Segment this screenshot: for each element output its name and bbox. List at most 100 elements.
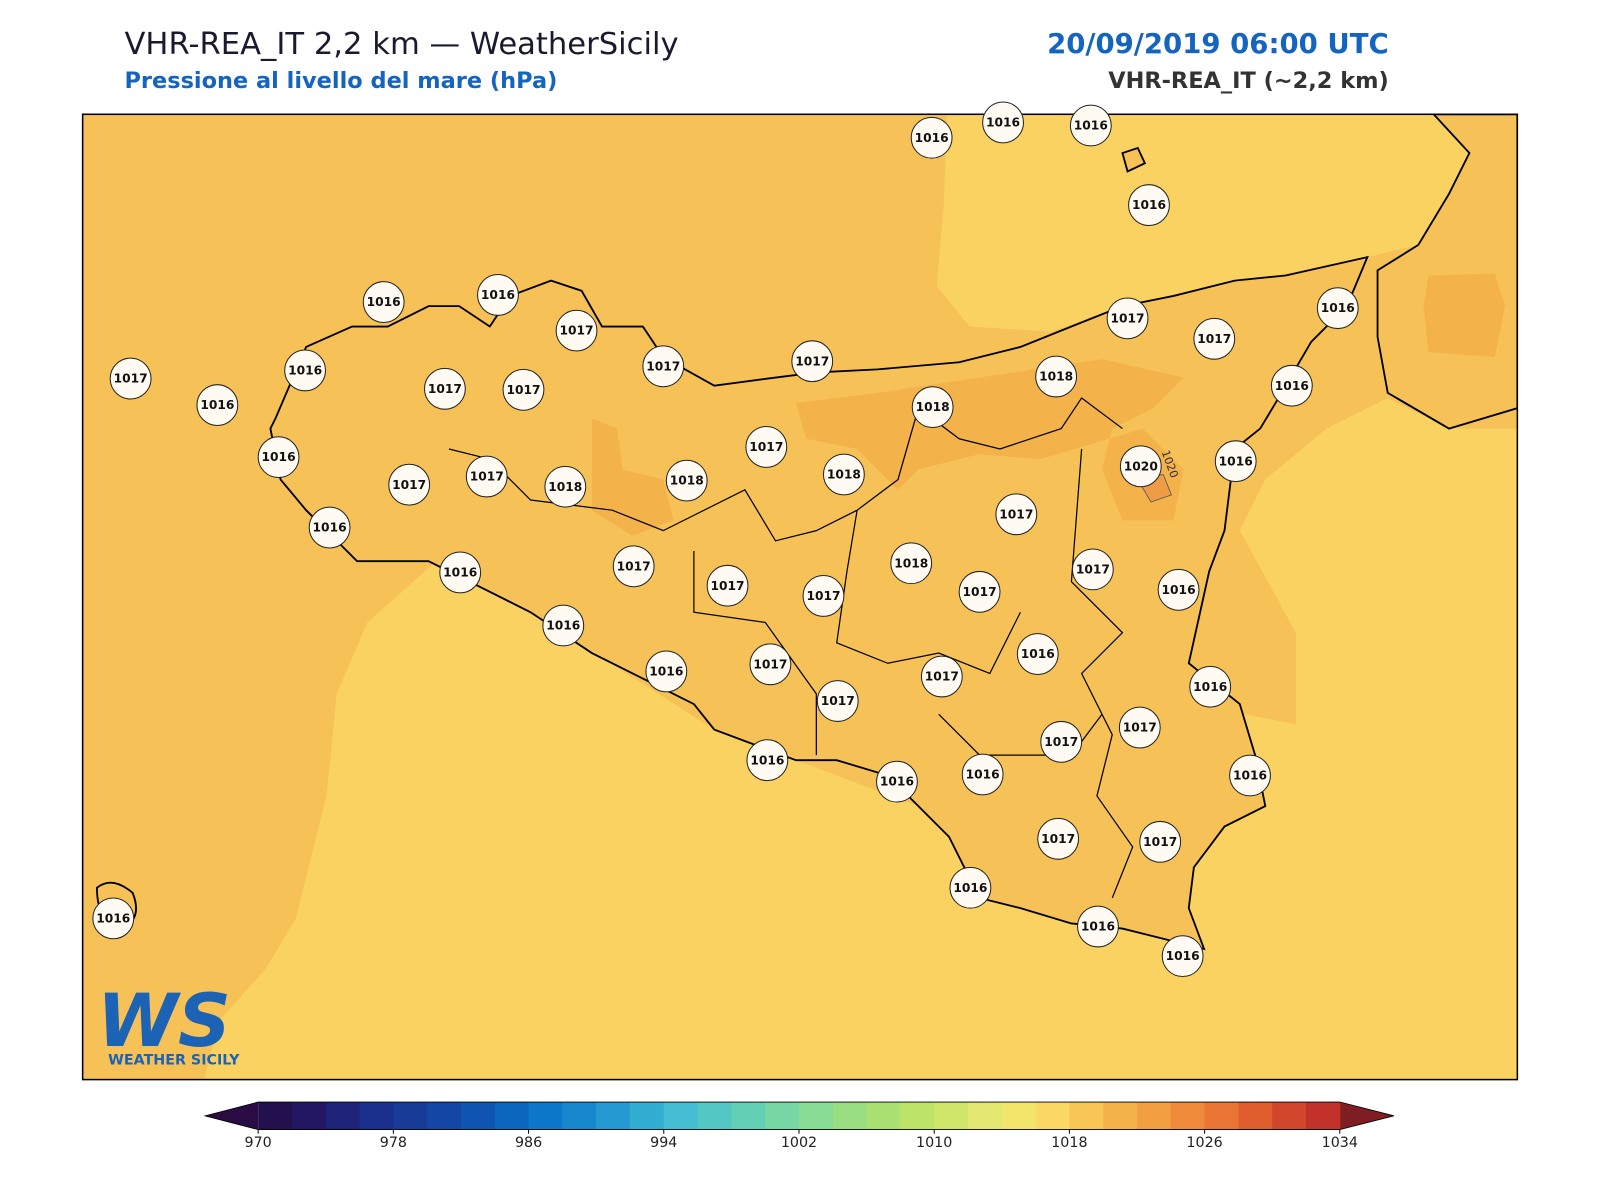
colorbar-tick-label: 970 (245, 1135, 272, 1151)
station-marker (1189, 665, 1232, 708)
station-value: 1016 (262, 450, 296, 464)
colorbar-band (1170, 1102, 1206, 1130)
station-value: 1017 (559, 324, 593, 338)
colorbar-band (1069, 1102, 1104, 1130)
stations: 1016 1016 1016 1016 1016 1016 1017 1017 1016 1016… (92, 101, 1359, 978)
station-marker (745, 426, 788, 468)
colorbar-under (205, 1102, 259, 1130)
colorbar-tick-label: 1034 (1322, 1135, 1358, 1151)
station-value: 1017 (617, 559, 651, 573)
station-value: 1017 (999, 507, 1033, 521)
colorbar-tick-label: 986 (515, 1135, 542, 1151)
station-value: 1016 (1321, 301, 1355, 315)
station-marker (1316, 287, 1359, 330)
pressure-area (1423, 273, 1506, 358)
title: VHR-REA_IT 2,2 km — WeatherSicily (124, 27, 678, 62)
station-marker (1161, 935, 1204, 978)
colorbar-band (1103, 1102, 1138, 1130)
station-value: 1017 (646, 359, 680, 373)
colorbar-band (731, 1102, 766, 1130)
station-marker (645, 650, 688, 693)
station-value: 1017 (806, 589, 840, 603)
station-value: 1016 (367, 295, 401, 309)
station-value: 1018 (670, 474, 704, 488)
station-marker (257, 436, 300, 479)
colorbar-over (1339, 1102, 1394, 1130)
station-marker (477, 273, 519, 316)
station-marker (816, 680, 859, 722)
station-value: 1016 (1275, 379, 1309, 393)
colorbar-band (866, 1102, 901, 1130)
sea-region (936, 114, 1470, 332)
station-value: 1016 (1021, 647, 1055, 661)
station-value: 1017 (821, 694, 855, 708)
colorbar-band (629, 1102, 665, 1130)
station-marker (92, 897, 135, 940)
station-marker (890, 542, 933, 585)
station-marker (706, 564, 749, 607)
station-marker (109, 357, 152, 400)
station-marker (1077, 905, 1119, 948)
station-marker (802, 575, 845, 617)
colorbar-band (967, 1102, 1003, 1130)
colorbar-band (1238, 1102, 1273, 1130)
colorbar-band (596, 1102, 631, 1130)
station-marker (1016, 633, 1059, 675)
colorbar-band (1305, 1102, 1341, 1130)
station-marker (284, 349, 327, 392)
colorbar-band (258, 1102, 293, 1130)
station-value: 1016 (313, 521, 347, 535)
station-value: 1017 (470, 470, 504, 484)
station-marker (1214, 440, 1257, 483)
island-coast (1121, 146, 1147, 173)
station-value: 1017 (749, 440, 783, 454)
station-value: 1016 (96, 911, 130, 925)
station-value: 1018 (894, 556, 928, 570)
station-value: 1016 (546, 619, 580, 633)
colorbar-tick-label: 1010 (916, 1135, 952, 1151)
logo: WS WEATHER SICILY (97, 979, 240, 1068)
station-value: 1018 (916, 400, 950, 414)
station-marker (749, 643, 792, 686)
colorbar-band (798, 1102, 834, 1130)
station-value: 1017 (114, 372, 148, 386)
station-marker (665, 459, 708, 502)
map-frame (81, 113, 1519, 1081)
station-value: 1016 (481, 288, 515, 302)
colorbar-band (325, 1102, 361, 1130)
station-value: 1020 (1124, 459, 1158, 473)
colorbar-band (1272, 1102, 1307, 1130)
station-value: 1016 (1166, 949, 1200, 963)
station-value: 1017 (753, 657, 787, 671)
colorbar-band (765, 1102, 800, 1130)
colorbar-tick-label: 1018 (1051, 1135, 1087, 1151)
station-value: 1016 (1074, 119, 1108, 133)
subtitle: Pressione al livello del mare (hPa) (124, 68, 557, 94)
colorbar-band (1204, 1102, 1239, 1130)
colorbar-tick-label: 978 (380, 1135, 407, 1151)
logo-mark: WS (97, 979, 231, 1064)
colorbar-band (934, 1102, 969, 1130)
station-value: 1016 (200, 398, 234, 412)
station-value: 1018 (1039, 370, 1073, 384)
station-marker (308, 506, 351, 549)
colorbar-band (494, 1102, 530, 1130)
station-value: 1017 (925, 670, 959, 684)
station-marker (791, 340, 834, 383)
colorbar-band (1035, 1102, 1070, 1130)
colorbar-tick-label: 1002 (781, 1135, 817, 1151)
station-value: 1016 (1193, 680, 1227, 694)
station-marker (982, 101, 1024, 144)
colorbar-band (1001, 1102, 1037, 1130)
colorbar: 970 978 986 994 1002 1010 1018 1026 1034 (203, 1101, 1394, 1151)
station-marker (1071, 548, 1114, 591)
station-marker (1035, 355, 1078, 398)
station-marker (1128, 184, 1170, 227)
station-marker (822, 453, 865, 496)
station-value: 1016 (750, 753, 784, 767)
station-value: 1016 (986, 116, 1020, 130)
station-value: 1017 (428, 382, 462, 396)
station-value: 1017 (1044, 735, 1078, 749)
station-marker (388, 463, 431, 506)
station-marker (911, 386, 954, 429)
